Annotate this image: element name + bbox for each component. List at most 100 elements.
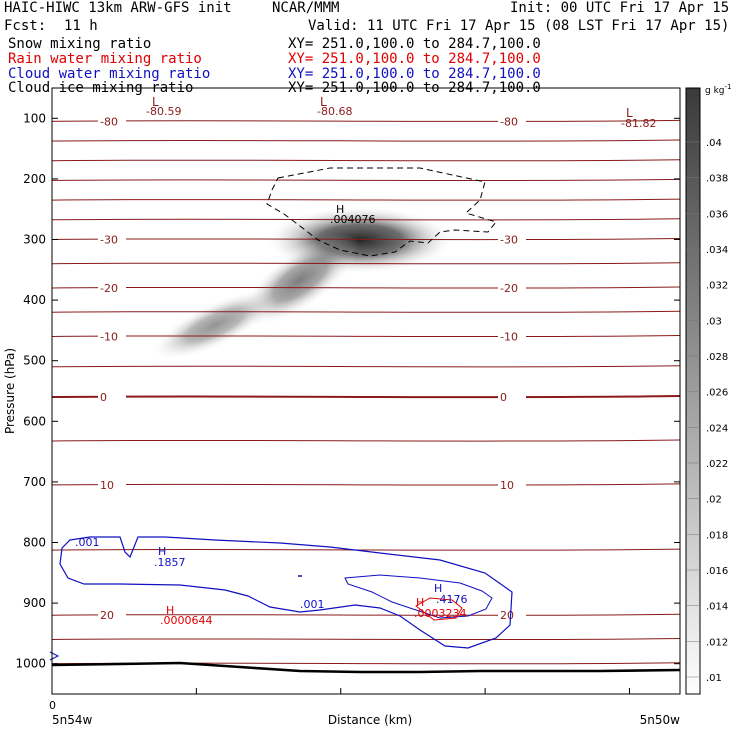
- isotherm-label-left-bg: [98, 281, 126, 294]
- isotherm-label-left: 20: [100, 609, 114, 622]
- isotherm-line: [52, 198, 680, 201]
- colorbar-tick-label: .038: [706, 174, 728, 185]
- isotherm-label-left-bg: [98, 391, 126, 404]
- isotherm-line: [52, 286, 680, 289]
- snow-high-value: .0000644: [160, 614, 213, 627]
- y-tick-label: 500: [23, 354, 46, 368]
- y-tick-label: 700: [23, 475, 46, 489]
- low-value-1: -80.59: [146, 105, 181, 118]
- isotherm-line: [52, 439, 680, 442]
- pressure-axis: 1002003004005006007008009001000Pressure …: [3, 111, 680, 671]
- cloud-water-field-name: Cloud water mixing ratio: [8, 66, 211, 82]
- isotherm-line: [52, 178, 680, 182]
- isotherm-label-left: 0: [100, 391, 107, 404]
- isotherm-label-left: 10: [100, 479, 114, 492]
- isotherm-line: [52, 238, 680, 241]
- x-axis-label: Distance (km): [328, 713, 412, 727]
- model-title: HAIC-HIWC 13km ARW-GFS init: [4, 0, 232, 16]
- isotherm-label-right: 0: [500, 391, 507, 404]
- rain-field-name: Rain water mixing ratio: [8, 51, 202, 67]
- colorbar-tick-label: .012: [706, 637, 728, 648]
- y-axis-label: Pressure (hPa): [3, 348, 17, 434]
- y-tick-label: 200: [23, 172, 46, 186]
- cw-contour-label-1: .001: [75, 536, 100, 549]
- isotherm-label-right-bg: [498, 233, 526, 246]
- low-marker-1: L: [152, 95, 159, 109]
- cw-high-marker-1: H: [158, 545, 166, 558]
- snow-field-xy: XY= 251.0,100.0 to 284.7,100.0: [288, 36, 541, 52]
- low-value-3: -81.82: [621, 117, 656, 130]
- x-left-location: 5n54w: [52, 713, 93, 727]
- colorbar-tick-label: .036: [706, 209, 728, 220]
- y-tick-label: 600: [23, 414, 46, 428]
- low-value-2: -80.68: [317, 105, 352, 118]
- valid-time: Valid: 11 UTC Fri 17 Apr 15 (08 LST Fri …: [308, 18, 730, 34]
- y-tick-label: 1000: [15, 657, 46, 671]
- isotherm-label-left-bg: [98, 609, 126, 622]
- ice-tail-shade: [150, 289, 280, 361]
- colorbar-tick-label: .014: [706, 602, 728, 613]
- cw-contour-label-2: .001: [300, 598, 325, 611]
- isotherm-label-left-bg: [98, 115, 126, 128]
- isotherm-line: [52, 139, 680, 142]
- isotherm-label-left: -10: [100, 330, 118, 343]
- cloud-water-edge-mark: [49, 651, 60, 661]
- colorbar-ramp: [685, 87, 701, 695]
- colorbar-tick-label: .04: [706, 138, 722, 149]
- isotherm-label-right-bg: [498, 281, 526, 294]
- isotherm-label-left-bg: [98, 233, 126, 246]
- isotherm-label-right: -20: [500, 282, 518, 295]
- colorbar-tick-label: .016: [706, 566, 728, 577]
- isotherm-line: [52, 365, 680, 368]
- colorbar-tick-label: .02: [706, 495, 722, 506]
- colorbar-tick-label: .034: [706, 245, 728, 256]
- low-marker-2: L: [320, 95, 327, 109]
- isotherm-line: [52, 334, 680, 338]
- isotherm-line: [52, 310, 680, 313]
- annotations: L -80.59 L -80.68 L -81.82 H .004076 H .…: [75, 95, 656, 627]
- isotherm-label-right-bg: [498, 478, 526, 491]
- isotherm-label-left: -20: [100, 282, 118, 295]
- cloud-ice-contour: [266, 167, 497, 257]
- colorbar-tick-label: .01: [706, 673, 722, 684]
- ice-high-marker: H: [336, 203, 344, 216]
- colorbar: g kg-1 .01 .012 .014 .016 .018 .02 .022 .024 .02…: [685, 83, 731, 695]
- y-tick-label: 300: [23, 233, 46, 247]
- forecast-hour-value: 11 h: [64, 18, 98, 34]
- isotherm-line: [52, 159, 680, 162]
- isotherm-label-left: -30: [100, 234, 118, 247]
- ice-high-value: .004076: [330, 213, 376, 226]
- isotherm-label-right: 10: [500, 479, 514, 492]
- y-tick-label: 400: [23, 293, 46, 307]
- isotherm-label-right: -30: [500, 234, 518, 247]
- x-right-location: 5n50w: [640, 713, 681, 727]
- isotherm-line: [52, 637, 680, 641]
- isotherm-label-left-bg: [98, 330, 126, 343]
- isotherm-label-right-bg: [498, 330, 526, 343]
- isotherm-line: [52, 483, 680, 486]
- terrain-surface-line: [51, 661, 681, 674]
- rain-water-contour: [415, 597, 463, 621]
- colorbar-tick-label: .024: [706, 423, 728, 434]
- isotherm-line: [52, 548, 680, 551]
- cloud-water-field-xy: XY= 251.0,100.0 to 284.7,100.0: [288, 66, 541, 82]
- colorbar-tick-label: .018: [706, 530, 728, 541]
- colorbar-ticks: .01 .012 .014 .016 .018 .02 .022 .024 .026 .028 .0…: [686, 138, 728, 684]
- isotherm-line: [52, 395, 680, 399]
- isotherm-label-right: 20: [500, 609, 514, 622]
- cw-high-marker-2: H: [434, 582, 442, 595]
- isotherm-line: [52, 119, 680, 122]
- y-tick-label: 800: [23, 536, 46, 550]
- plot-frame: [51, 87, 681, 695]
- isotherm-label-right-bg: [498, 391, 526, 404]
- rain-field-xy: XY= 251.0,100.0 to 284.7,100.0: [288, 51, 541, 67]
- forecast-hour-label: Fcst:: [4, 18, 47, 34]
- colorbar-tick-label: .026: [706, 388, 728, 399]
- organization-label: NCAR/MMM: [272, 0, 340, 16]
- snow-high-marker: H: [166, 604, 174, 617]
- cw-high-value-1: .1857: [154, 556, 186, 569]
- isotherm-label-right: -80: [500, 115, 518, 128]
- colorbar-tick-label: .022: [706, 459, 728, 470]
